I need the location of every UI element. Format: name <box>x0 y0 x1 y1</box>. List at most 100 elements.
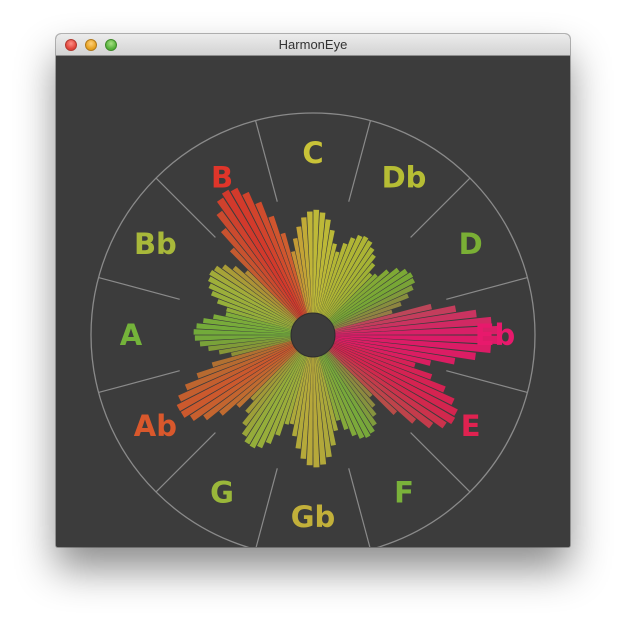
spectrum-bar <box>225 312 292 331</box>
spectrum-bar <box>306 211 313 314</box>
note-label-a: A <box>120 318 143 352</box>
spectrum-bar <box>322 234 363 316</box>
spectrum-bar <box>331 272 414 324</box>
spectrum-bar <box>232 265 297 322</box>
spectrum-bar <box>244 270 298 321</box>
spectrum-bar <box>334 337 476 361</box>
spectrum-bar <box>334 316 492 334</box>
pitch-class-wheel: C Db D Eb E F Gb G Ab A Bb B <box>90 112 536 547</box>
spectrum-bar <box>329 348 417 424</box>
spectrum-bar <box>325 352 377 427</box>
spectrum-bar <box>333 309 393 330</box>
spectrum-bar <box>332 345 458 416</box>
note-label-ab: Ab <box>134 409 177 443</box>
note-label-e: E <box>461 409 481 443</box>
sector-divider <box>98 276 180 300</box>
spectrum-bar <box>332 344 455 405</box>
spectrum-bar <box>292 238 310 314</box>
spectrum-bar <box>216 299 293 329</box>
spectrum-bar <box>296 226 311 314</box>
note-label-eb: Eb <box>475 318 516 352</box>
spectrum-bar <box>323 235 369 316</box>
spectrum-bar <box>214 265 296 323</box>
spectrum-bar <box>180 346 295 418</box>
spectrum-bar <box>331 346 456 425</box>
note-label-b: B <box>211 160 233 194</box>
spectrum-bar <box>333 340 416 368</box>
spectrum-bar <box>199 336 292 347</box>
spectrum-bar <box>313 209 320 314</box>
spectrum-bar <box>334 305 457 332</box>
sector-divider <box>155 432 216 493</box>
spectrum-bar <box>306 356 313 466</box>
spectrum-bar <box>256 354 304 449</box>
note-label-g: G <box>210 476 234 510</box>
spectrum-bar <box>208 337 292 352</box>
spectrum-bar <box>317 243 337 314</box>
spectrum-bar <box>334 303 432 331</box>
sector-divider <box>255 468 278 547</box>
spectrum-bar <box>315 356 332 458</box>
note-label-d: D <box>459 227 483 261</box>
spectrum-bar <box>334 336 491 354</box>
spectrum-bar <box>334 309 477 333</box>
spectrum-bar <box>325 254 376 318</box>
note-label-bb: Bb <box>134 227 177 261</box>
spectrum-bar <box>295 356 311 449</box>
outer-ring <box>90 112 536 547</box>
spectrum-bar <box>245 351 300 414</box>
spectrum-bar <box>250 350 299 401</box>
spectrum-bar <box>324 353 375 434</box>
spectrum-bar <box>216 197 301 318</box>
zoom-button[interactable] <box>105 39 117 51</box>
spectrum-bar <box>213 314 292 332</box>
spectrum-bar <box>326 262 376 319</box>
spectrum-bar <box>242 191 304 316</box>
spectrum-bar <box>189 347 296 421</box>
spectrum-bar <box>322 354 365 439</box>
spectrum-bar <box>316 356 336 446</box>
spectrum-bar <box>210 290 293 328</box>
note-label-gb: Gb <box>291 500 336 534</box>
spectrum-bar <box>334 339 432 366</box>
spectrum-bar <box>325 247 375 318</box>
spectrum-bar <box>328 273 378 321</box>
spectrum-bar <box>275 355 307 436</box>
spectrum-bar <box>316 229 335 314</box>
spectrum-bar <box>329 269 390 322</box>
harmony-wheel-view: C Db D Eb E F Gb G Ab A Bb B <box>56 56 570 547</box>
spectrum-bars <box>176 187 500 468</box>
sector-dividers <box>98 120 528 547</box>
spectrum-bar <box>242 352 301 427</box>
spectrum-bar <box>178 344 294 402</box>
spectrum-bar <box>193 329 292 335</box>
spectrum-bar <box>208 283 294 326</box>
center-hub <box>290 312 336 358</box>
spectrum-bar <box>334 325 500 335</box>
spectrum-bar <box>221 189 302 317</box>
spectrum-bar <box>333 342 446 393</box>
spectrum-bar <box>289 356 309 425</box>
minimize-button[interactable] <box>85 39 97 51</box>
spectrum-bar <box>211 340 293 368</box>
spectrum-bar <box>244 353 302 445</box>
sector-divider <box>410 177 471 238</box>
sector-divider <box>155 177 216 238</box>
close-button[interactable] <box>65 39 77 51</box>
sector-divider <box>410 432 471 493</box>
window-title: HarmonEye <box>278 37 348 52</box>
spectrum-bar <box>334 338 456 365</box>
spectrum-bar <box>333 293 409 328</box>
spectrum-bar <box>332 277 416 325</box>
spectrum-bar <box>291 356 310 437</box>
spectrum-bar <box>313 356 320 468</box>
spectrum-bar <box>207 276 294 325</box>
spectrum-bar <box>265 355 306 445</box>
spectrum-bar <box>176 345 294 412</box>
spectrum-bar <box>209 269 295 324</box>
spectrum-bar <box>222 264 296 323</box>
spectrum-bar <box>330 268 408 323</box>
sector-divider <box>446 276 528 300</box>
title-bar[interactable]: HarmonEye <box>56 34 570 56</box>
spectrum-bar <box>319 355 349 430</box>
